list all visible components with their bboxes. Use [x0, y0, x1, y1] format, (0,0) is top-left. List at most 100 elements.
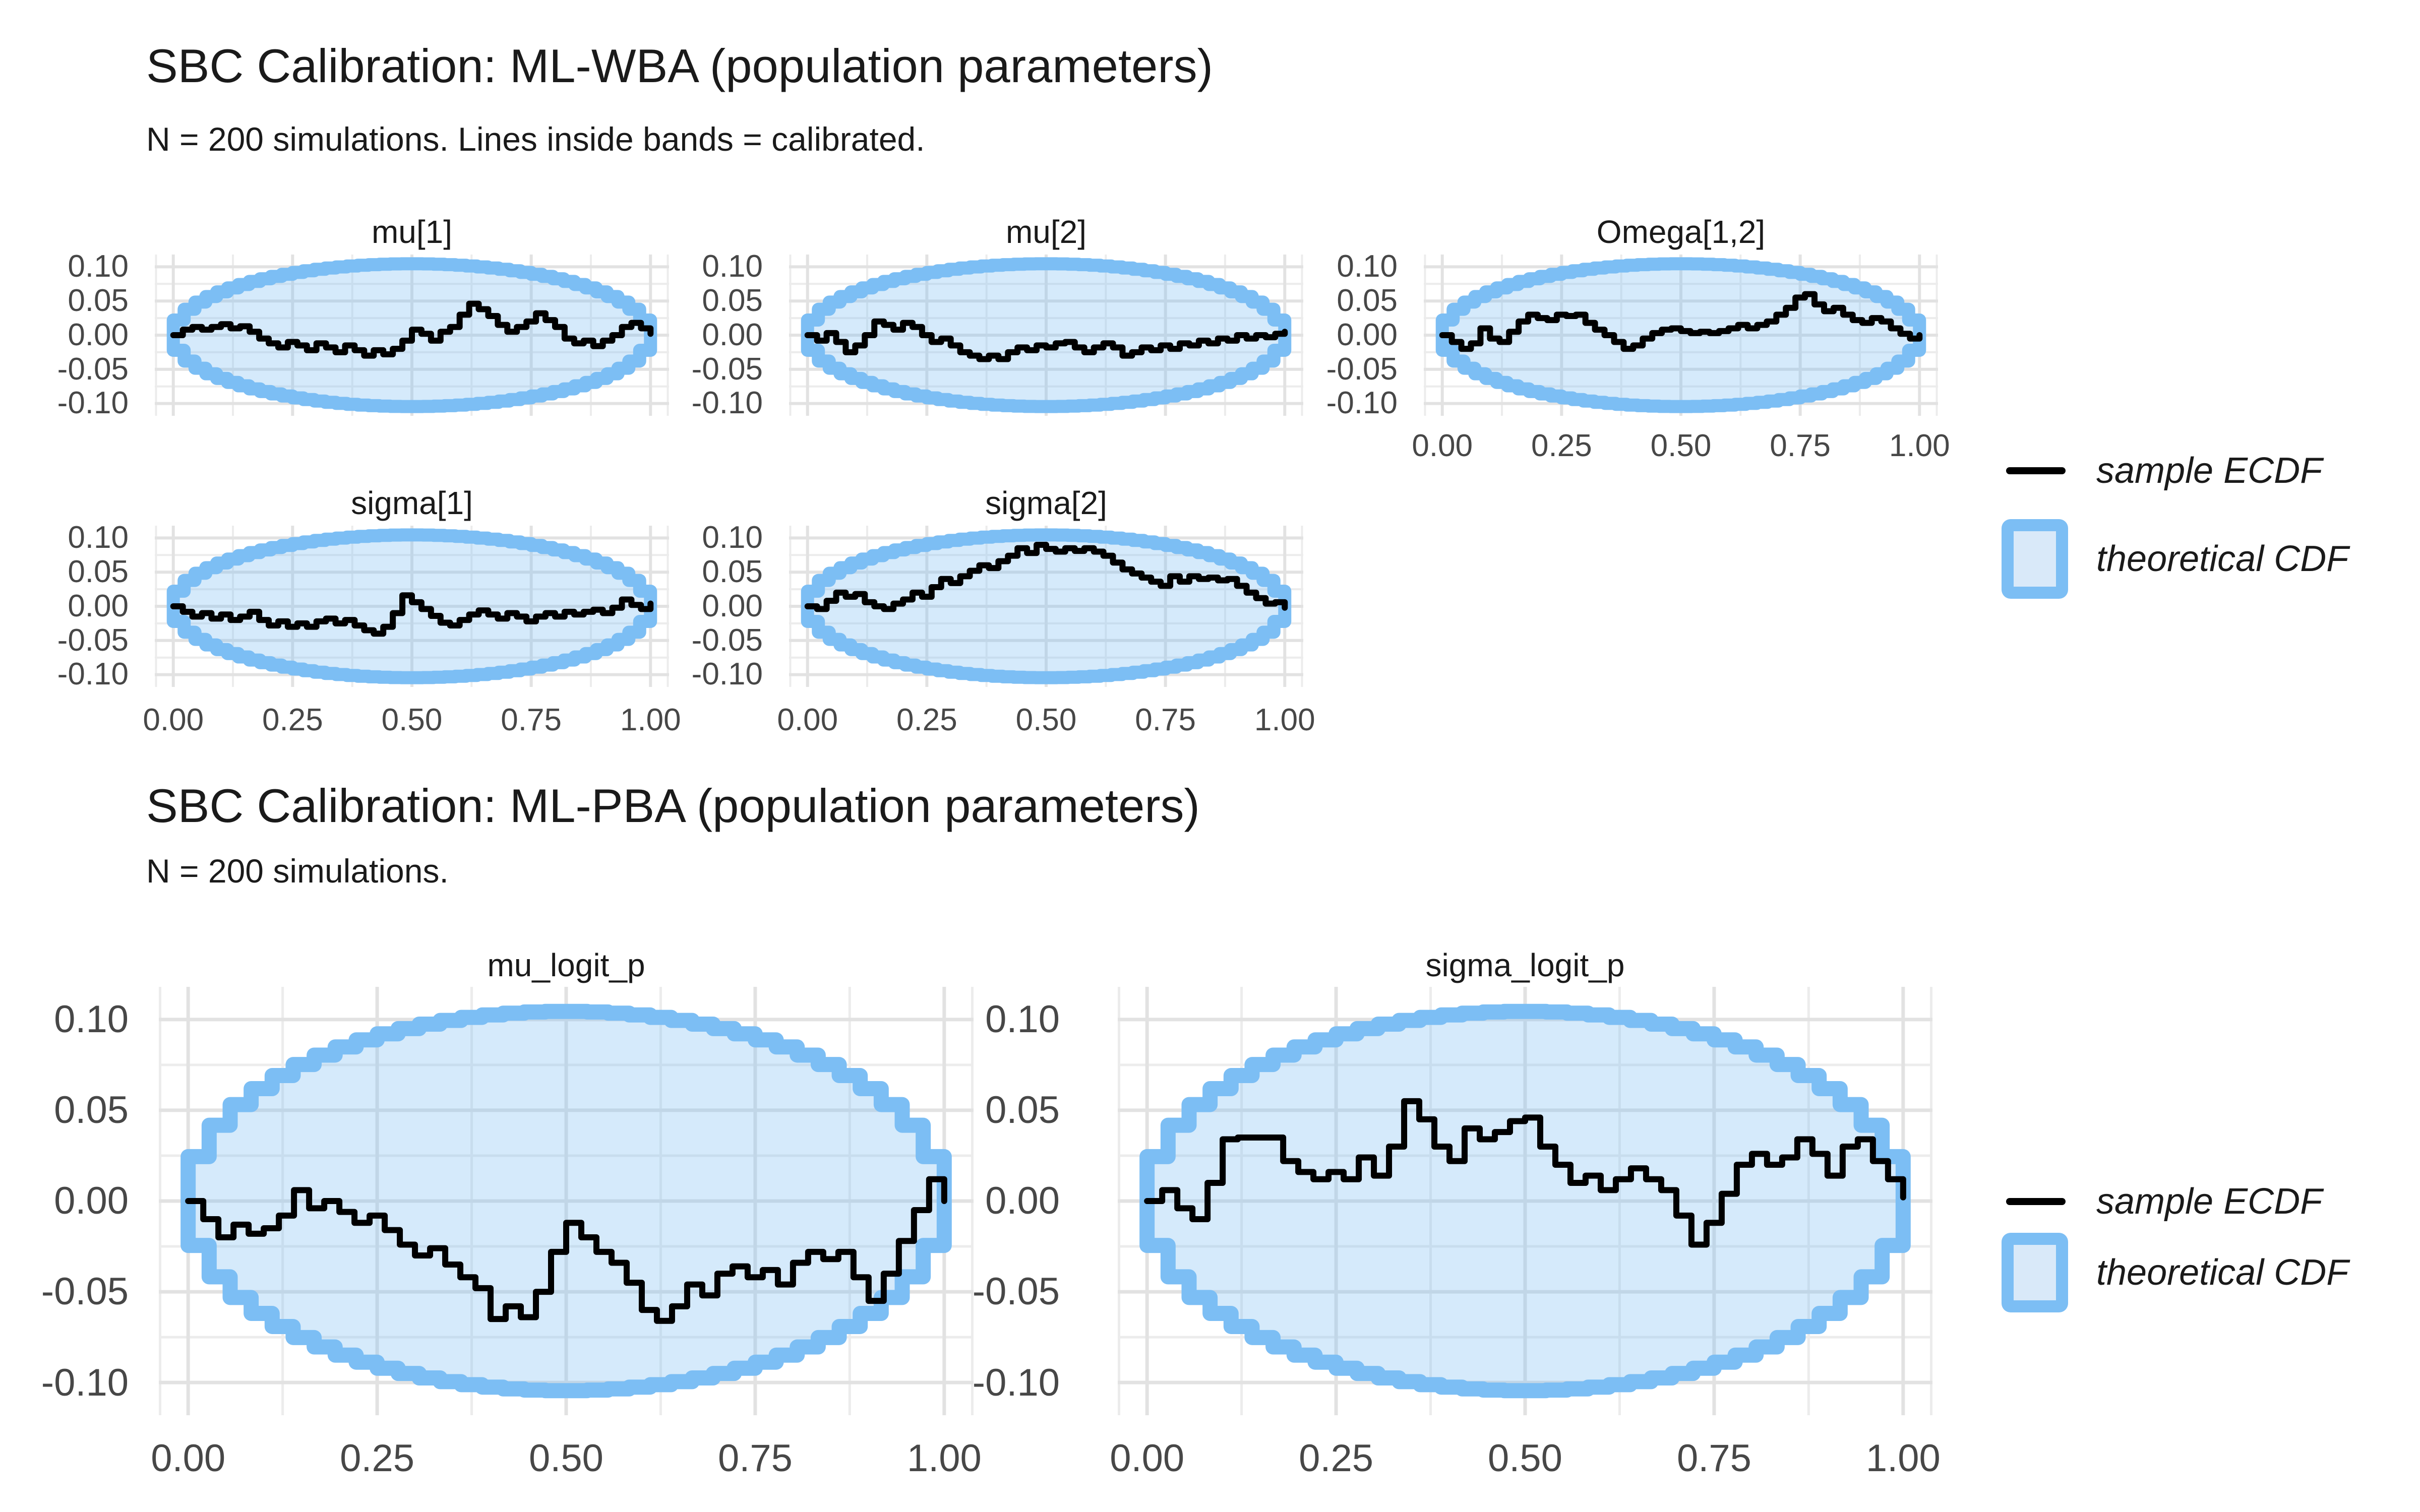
x-tick-label: 1.00 — [1865, 1437, 1941, 1480]
theoretical-cdf-band-swatch — [2002, 1233, 2068, 1312]
y-tick-label: 0.05 — [702, 283, 763, 318]
figure1-subtitle: N = 200 simulations. Lines inside bands … — [146, 120, 925, 158]
x-axis-tick-labels: 0.00 0.25 0.50 0.75 1.00 — [143, 702, 681, 747]
y-tick-label: -0.05 — [691, 351, 763, 387]
y-tick-label: 0.00 — [1337, 317, 1398, 352]
x-tick-label: 0.50 — [1015, 703, 1077, 737]
y-axis-tick-labels: 0.10 0.05 0.00 -0.05 -0.10 — [33, 249, 129, 420]
y-tick-label: 0.10 — [54, 998, 129, 1041]
y-axis-tick-labels: 0.10 0.05 0.00 -0.05 -0.10 — [667, 520, 763, 691]
y-axis-tick-labels: 0.10 0.05 0.00 -0.05 -0.10 — [0, 987, 129, 1415]
x-axis-tick-labels: 0.00 0.25 0.50 0.75 1.00 — [777, 702, 1315, 747]
panel-canvas-mu1 — [155, 255, 669, 416]
y-tick-label: 0.10 — [68, 520, 129, 555]
y-tick-label: -0.10 — [972, 1361, 1060, 1404]
panel-title-mu2: mu[2] — [1005, 214, 1087, 250]
y-tick-label: -0.10 — [41, 1361, 129, 1404]
y-tick-label: 0.05 — [985, 1089, 1060, 1132]
sample-ecdf-line-swatch — [2006, 1198, 2066, 1205]
x-tick-label: 0.00 — [777, 703, 838, 737]
sample-ecdf-line — [1439, 291, 1923, 352]
sample-ecdf-line — [804, 541, 1288, 612]
sample-ecdf-line-swatch — [2006, 467, 2066, 474]
x-tick-label: 0.50 — [1488, 1437, 1562, 1480]
theoretical-cdf-band — [166, 528, 657, 684]
panel-title-omega12: Omega[1,2] — [1596, 214, 1766, 250]
x-tick-label: 0.75 — [1770, 428, 1831, 463]
plot-area-mu1 — [155, 255, 669, 416]
theoretical-cdf-band — [180, 1003, 952, 1399]
x-tick-label: 1.00 — [1254, 703, 1315, 737]
y-tick-label: -0.10 — [57, 657, 129, 692]
x-tick-label: 0.00 — [1110, 1437, 1185, 1480]
panel-title-mu-logit-p: mu_logit_p — [487, 947, 645, 983]
plot-area-sigma1 — [155, 526, 669, 687]
theoretical-cdf-band — [1435, 257, 1926, 413]
theoretical-cdf-band-swatch — [2002, 519, 2068, 599]
theoretical-cdf-band — [801, 528, 1292, 684]
sample-ecdf-line — [185, 1176, 947, 1324]
y-tick-label: -0.10 — [57, 386, 129, 421]
y-tick-label: -0.05 — [691, 622, 763, 658]
x-tick-label: 0.25 — [1531, 428, 1592, 463]
y-tick-label: 0.05 — [54, 1089, 129, 1132]
panel-canvas-sigma1 — [155, 526, 669, 687]
plot-area-sigma-logit-p — [1118, 987, 1932, 1415]
figure2-title: SBC Calibration: ML-PBA (population para… — [146, 779, 1200, 832]
y-tick-label: -0.05 — [57, 351, 129, 387]
y-tick-label: 0.10 — [1337, 249, 1398, 284]
plot-area-omega12 — [1424, 255, 1938, 416]
y-tick-label: 0.10 — [68, 249, 129, 284]
panel-title-sigma1: sigma[1] — [351, 485, 473, 521]
theoretical-cdf-label: theoretical CDF — [2096, 1252, 2349, 1293]
panel-title-sigma2: sigma[2] — [985, 485, 1107, 521]
y-tick-label: 0.05 — [702, 554, 763, 589]
theoretical-cdf-band — [1139, 1003, 1911, 1399]
plot-area-mu-logit-p — [159, 987, 974, 1415]
y-axis-tick-labels: 0.10 0.05 0.00 -0.05 -0.10 — [33, 520, 129, 691]
panel-title-sigma-logit-p: sigma_logit_p — [1425, 947, 1625, 983]
sample-ecdf-line — [170, 300, 654, 359]
panel-title-mu1: mu[1] — [371, 214, 453, 250]
panel-canvas-mu_logit_p — [159, 987, 974, 1415]
y-tick-label: 0.05 — [68, 283, 129, 318]
x-tick-label: 0.50 — [381, 703, 443, 737]
y-tick-label: 0.05 — [1337, 283, 1398, 318]
sample-ecdf-line — [1144, 1098, 1906, 1248]
y-tick-label: -0.10 — [691, 657, 763, 692]
panel-canvas-omega12 — [1424, 255, 1938, 416]
y-tick-label: -0.05 — [972, 1270, 1060, 1313]
plot-area-mu2 — [789, 255, 1303, 416]
y-axis-tick-labels: 0.10 0.05 0.00 -0.05 -0.10 — [1302, 249, 1398, 420]
y-tick-label: -0.05 — [41, 1270, 129, 1313]
y-tick-label: 0.10 — [702, 520, 763, 555]
panel-canvas-sigma2 — [789, 526, 1303, 687]
x-axis-tick-labels: 0.00 0.25 0.50 0.75 1.00 — [1110, 1435, 1941, 1486]
x-tick-label: 0.00 — [1412, 428, 1473, 463]
x-axis-tick-labels: 0.00 0.25 0.50 0.75 1.00 — [1412, 427, 1950, 473]
x-tick-label: 1.00 — [620, 703, 681, 737]
sample-ecdf-line — [804, 318, 1288, 362]
x-tick-label: 0.50 — [529, 1437, 603, 1480]
x-tick-label: 1.00 — [1889, 428, 1950, 463]
figure1-title: SBC Calibration: ML-WBA (population para… — [146, 39, 1213, 92]
y-tick-label: -0.10 — [1326, 386, 1398, 421]
x-tick-label: 0.75 — [501, 703, 562, 737]
y-axis-tick-labels: 0.10 0.05 0.00 -0.05 -0.10 — [667, 249, 763, 420]
x-tick-label: 1.00 — [906, 1437, 982, 1480]
x-tick-label: 0.25 — [896, 703, 957, 737]
panel-canvas-mu2 — [789, 255, 1303, 416]
y-tick-label: 0.10 — [702, 249, 763, 284]
theoretical-cdf-band — [801, 257, 1292, 413]
y-tick-label: 0.00 — [702, 317, 763, 352]
sample-ecdf-line — [170, 592, 654, 637]
y-tick-label: -0.05 — [1326, 351, 1398, 387]
x-tick-label: 0.75 — [717, 1437, 793, 1480]
y-tick-label: -0.05 — [57, 622, 129, 658]
y-tick-label: 0.00 — [54, 1179, 129, 1223]
y-tick-label: -0.10 — [691, 386, 763, 421]
plot-area-sigma2 — [789, 526, 1303, 687]
y-tick-label: 0.00 — [68, 588, 129, 623]
x-tick-label: 0.00 — [143, 703, 204, 737]
theoretical-cdf-label: theoretical CDF — [2096, 539, 2349, 579]
